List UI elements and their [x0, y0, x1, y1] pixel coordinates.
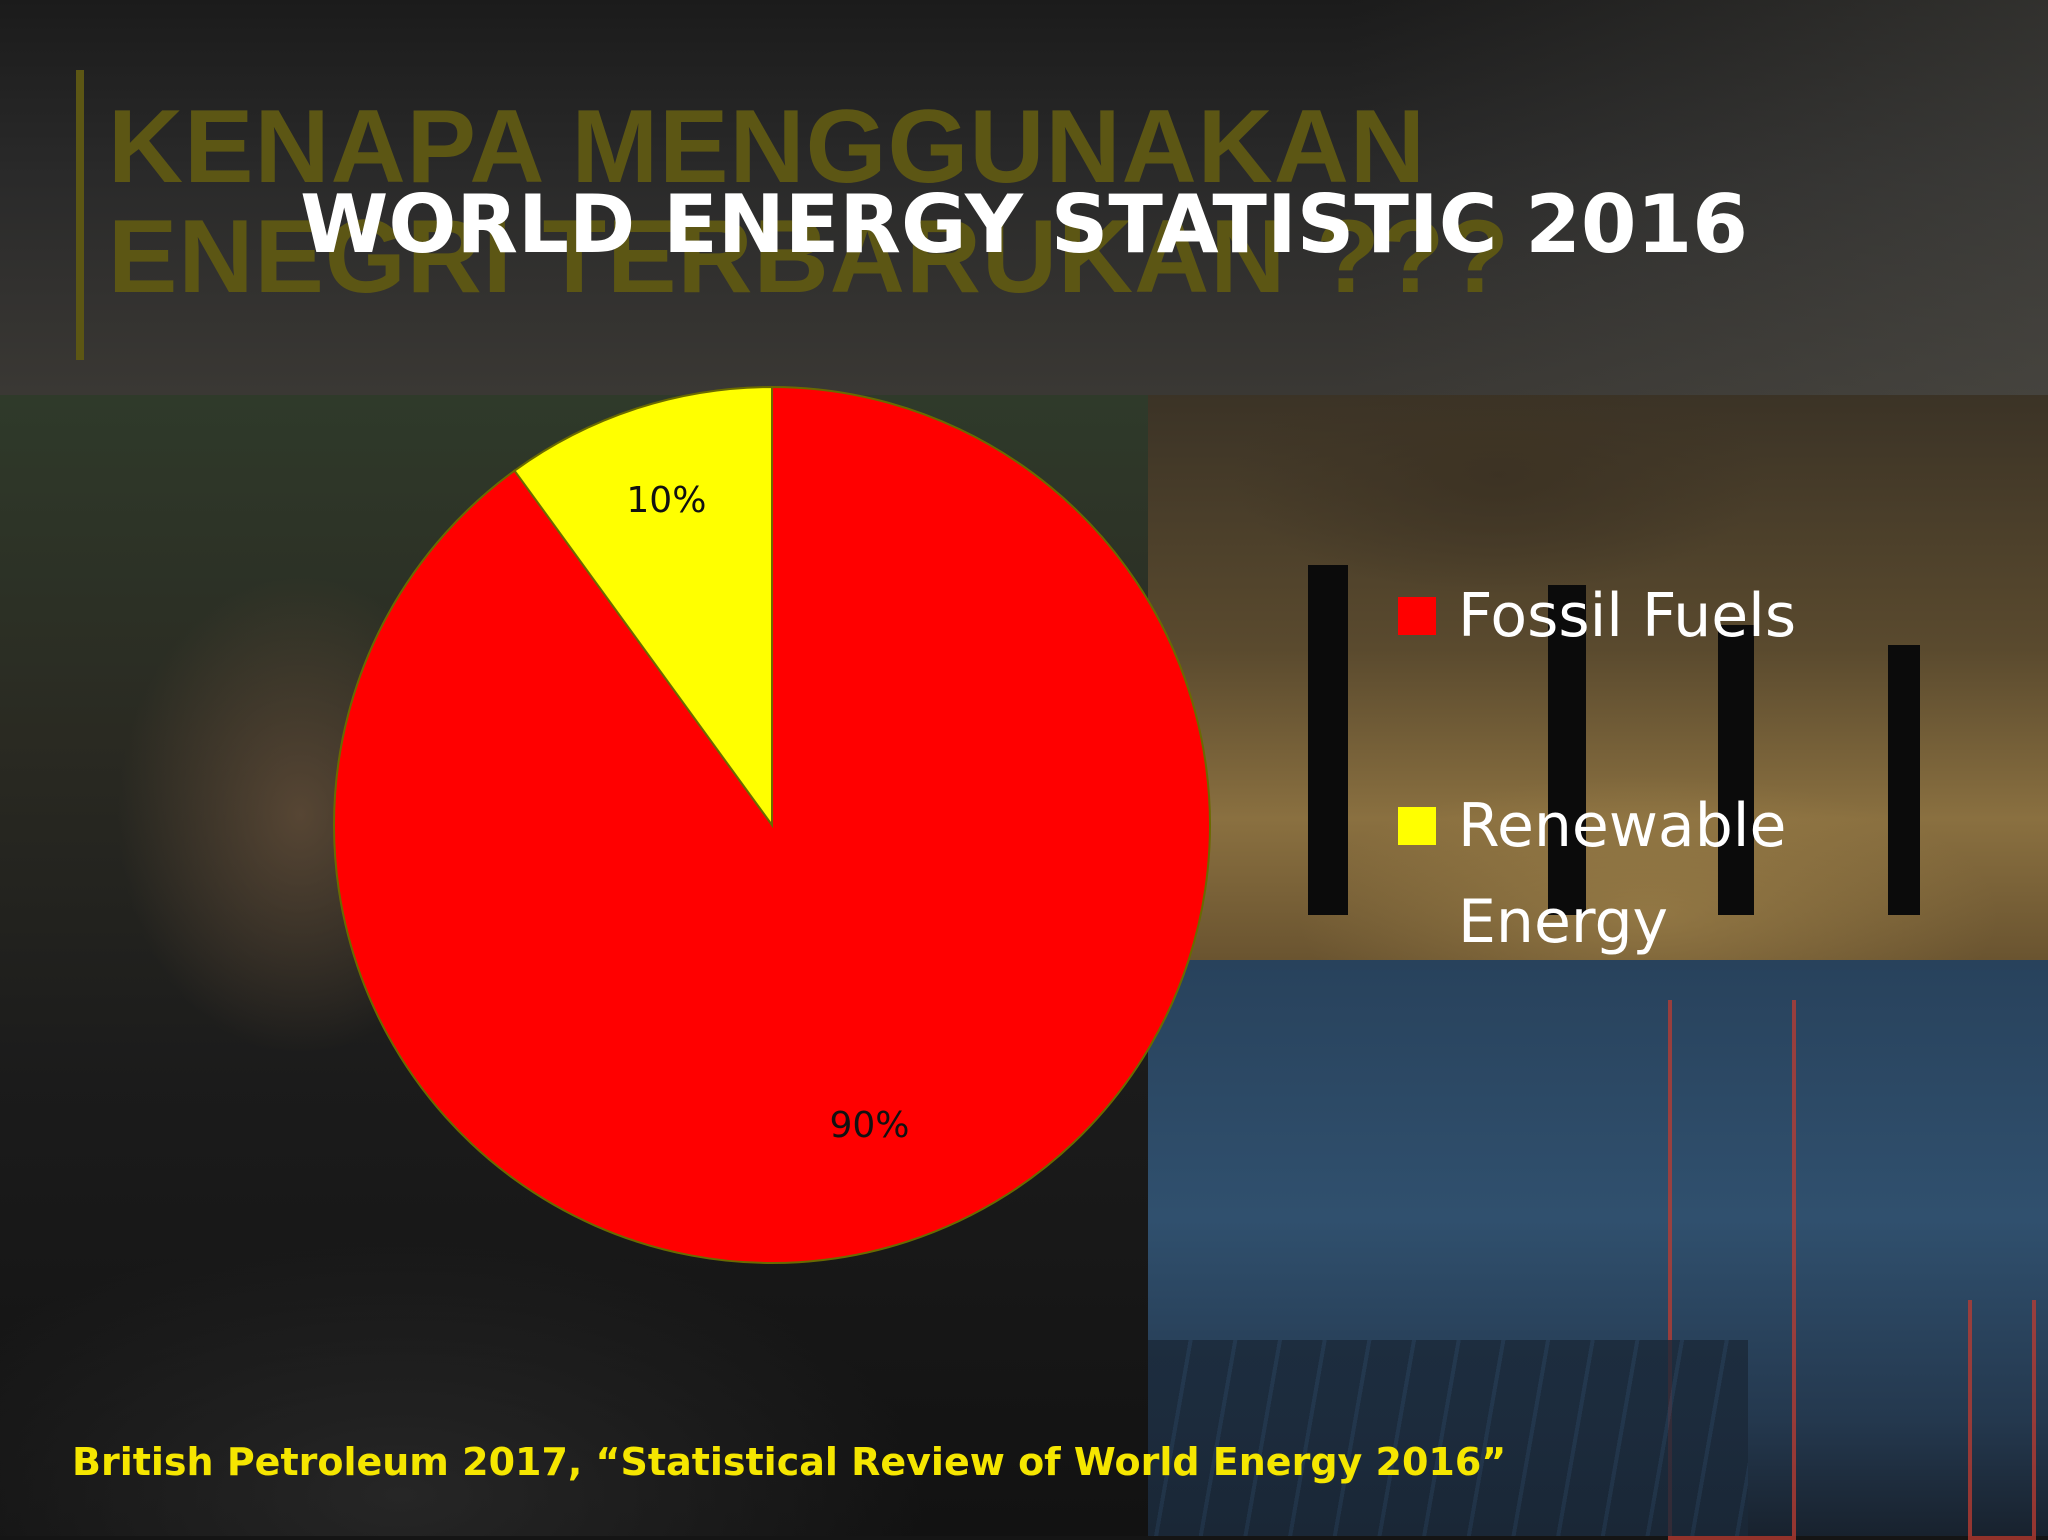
pie-slice-label: 10% — [626, 480, 706, 521]
pie-slice-renewable-energy — [513, 385, 773, 829]
solar-panels — [1148, 1340, 1748, 1536]
slide-heading: KENAPA MENGGUNAKAN ENEGRI TERBARUKAN ??? — [108, 89, 1510, 315]
pie-slice-label: 90% — [829, 1105, 909, 1146]
legend-swatch — [1398, 807, 1436, 845]
legend-swatch — [1398, 597, 1436, 635]
smokestack — [1888, 645, 1920, 915]
legend-label: Renewable Energy — [1458, 791, 1787, 957]
pie-slice-fossil-fuels — [333, 385, 1211, 1264]
background-photo-top — [0, 0, 2048, 395]
chart-title: WORLD ENERGY STATISTIC 2016 — [300, 178, 1748, 271]
background-photo-smokestacks — [1148, 395, 2048, 960]
legend-label: Fossil Fuels — [1458, 581, 1797, 651]
source-citation: British Petroleum 2017, “Statistical Rev… — [72, 1440, 1507, 1484]
heading-accent-bar — [76, 70, 84, 360]
smokestack — [1308, 565, 1348, 915]
smokestack — [1718, 625, 1754, 915]
smokestack — [1548, 585, 1586, 915]
